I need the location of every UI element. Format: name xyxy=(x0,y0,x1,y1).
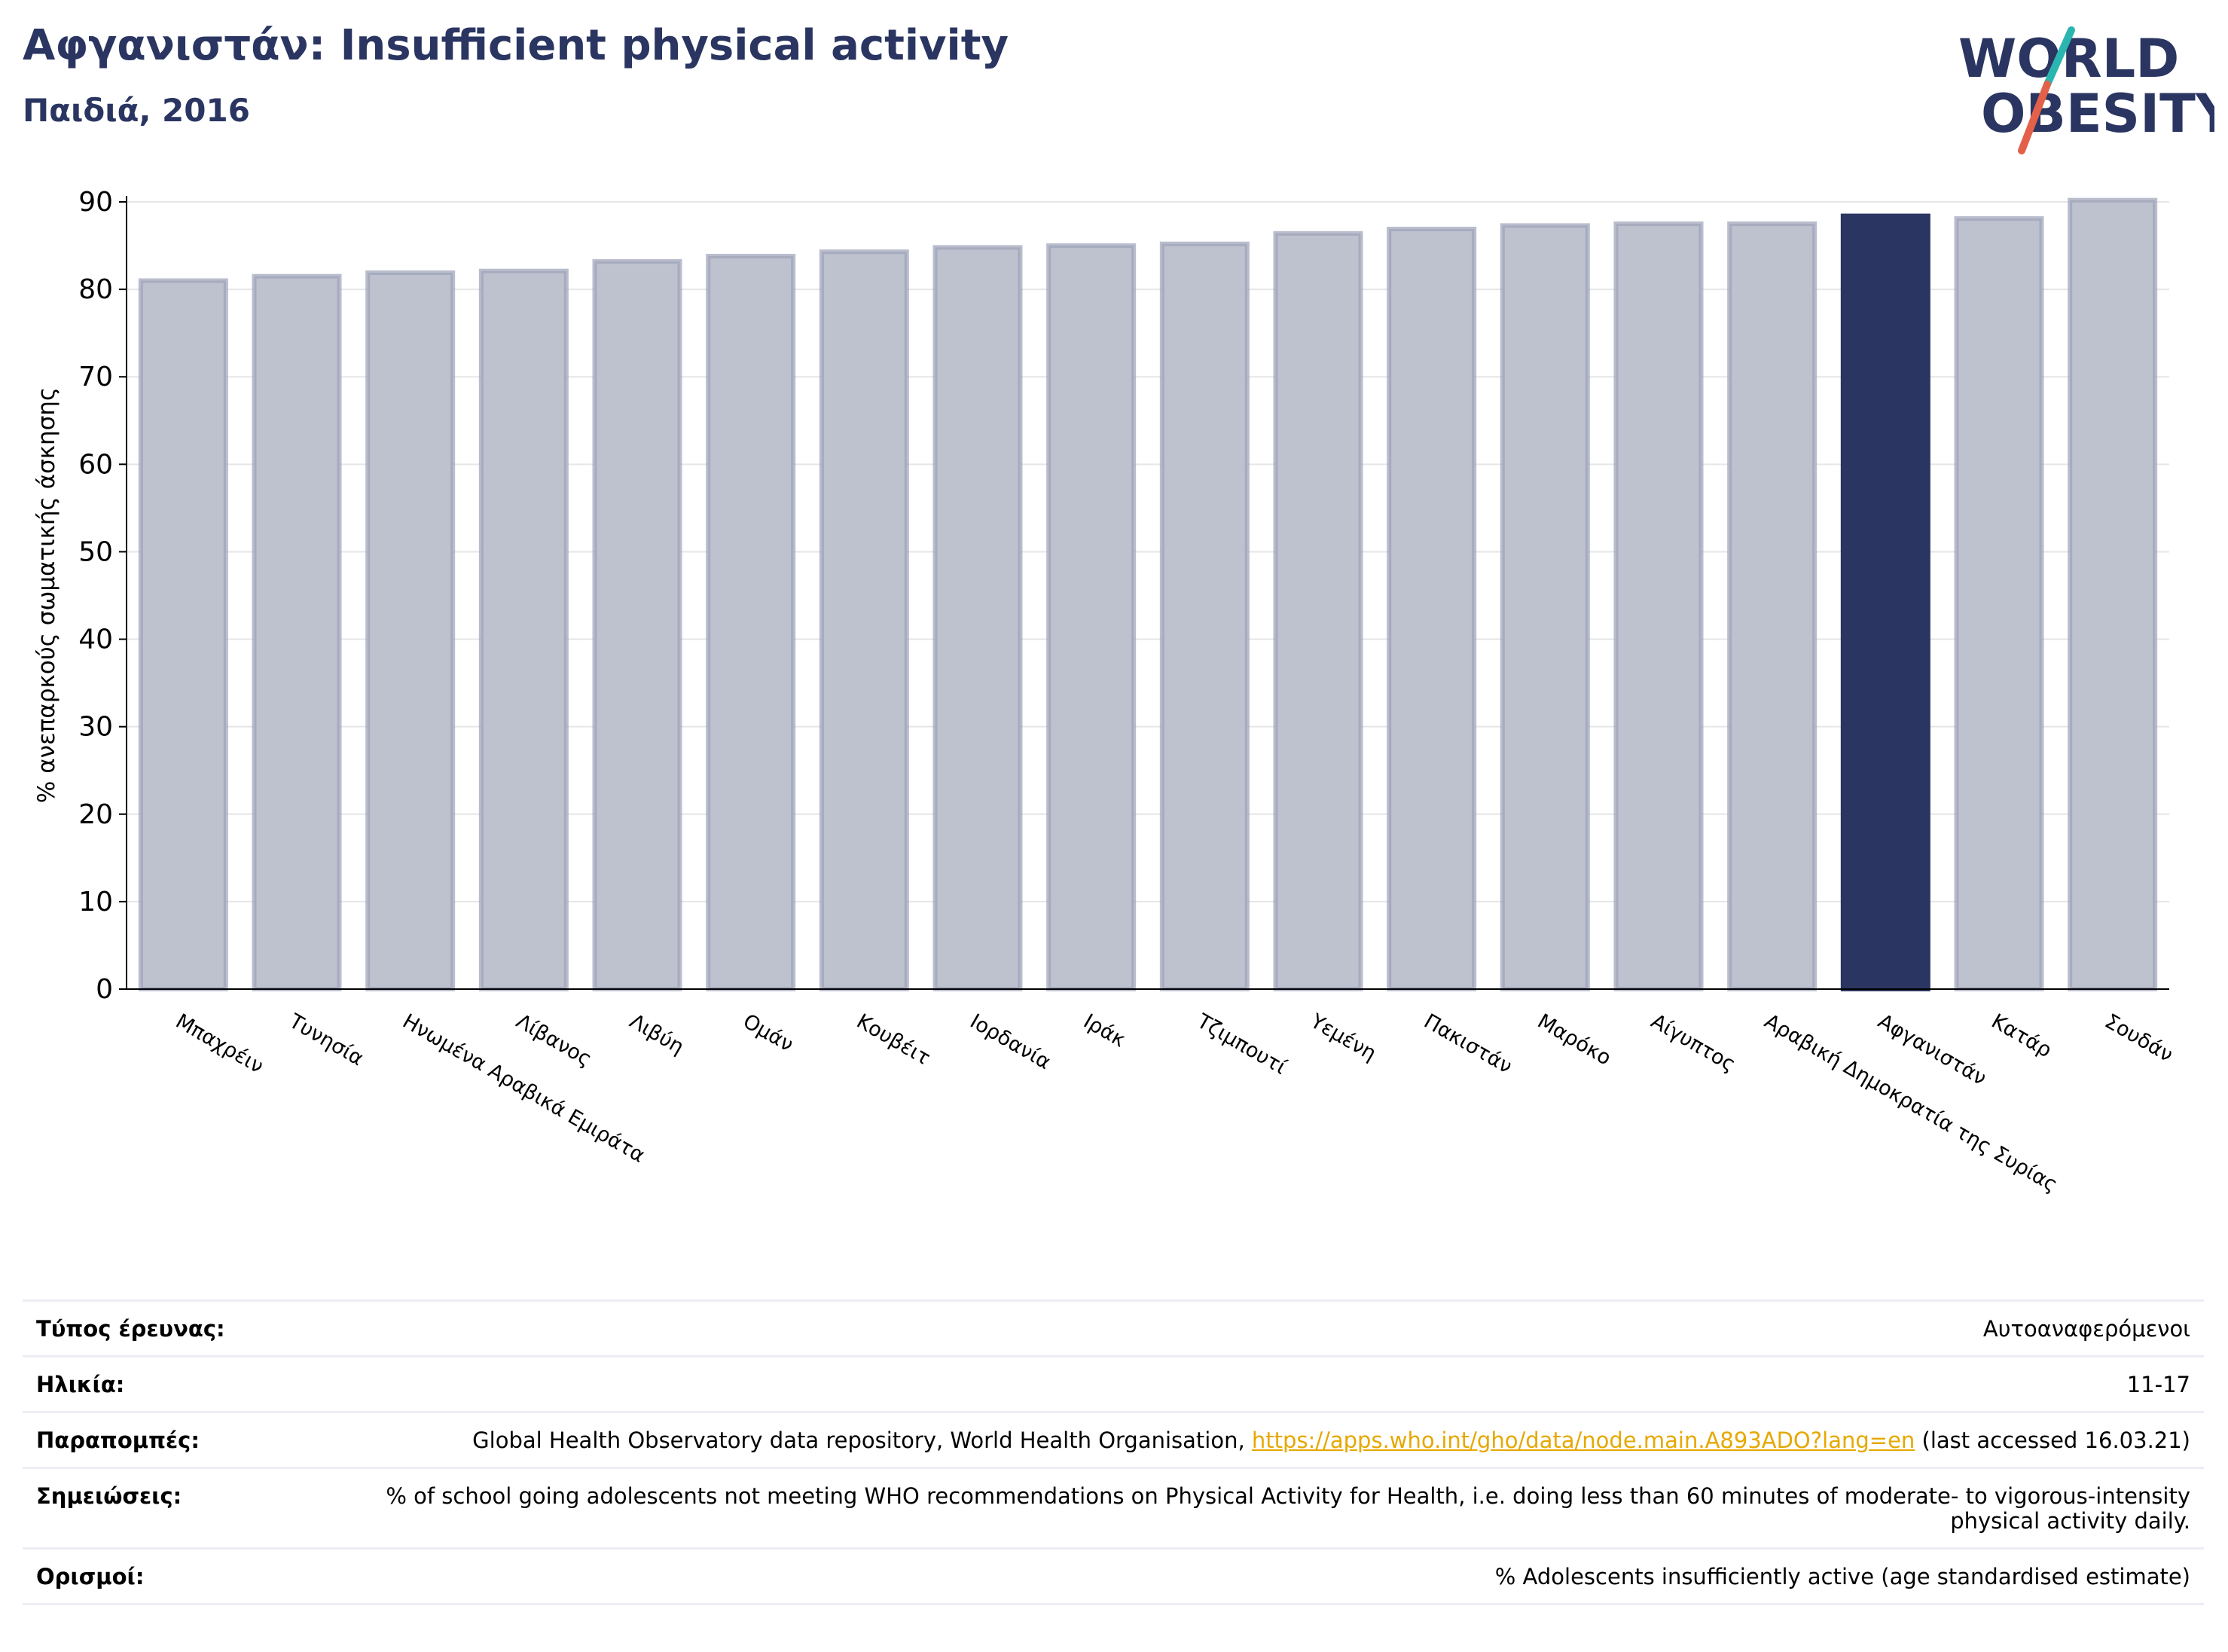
bars xyxy=(138,197,2158,992)
y-tick-label: 60 xyxy=(78,449,113,480)
x-tick-label: Πακιστάν xyxy=(1420,1009,1516,1079)
info-row-notes: Σημειώσεις: % of school going adolescent… xyxy=(23,1467,2204,1549)
info-label: Ηλικία: xyxy=(36,1372,125,1397)
bar-10 xyxy=(1159,241,1250,991)
y-tick-label: 20 xyxy=(78,799,113,830)
bar-12 xyxy=(1387,226,1477,991)
bar-15 xyxy=(1727,221,1817,991)
bar-8 xyxy=(932,245,1023,991)
y-tick-label: 80 xyxy=(78,274,113,305)
bar-11 xyxy=(1273,231,1363,991)
bar-17 xyxy=(1954,216,2044,991)
page-title: Αφγανιστάν: Insufficient physical activi… xyxy=(23,21,1009,70)
x-tick-label: Λίβανος xyxy=(512,1009,596,1071)
bar-7 xyxy=(819,249,909,991)
logo-text-obesity: OBESITY xyxy=(1981,83,2214,145)
bar-14 xyxy=(1613,221,1704,991)
x-tick-label: Ομάν xyxy=(739,1009,797,1057)
reference-text: Global Health Observatory data repositor… xyxy=(472,1428,1245,1453)
y-tick-label: 10 xyxy=(78,887,113,918)
y-tick-label: 30 xyxy=(78,712,113,743)
logo-slash-red xyxy=(2018,81,2051,154)
x-tick-label: Μπαχρέιν xyxy=(172,1009,267,1078)
reference-link[interactable]: https://apps.who.int/gho/data/node.main.… xyxy=(1251,1428,1915,1453)
x-tick-label: Τυνησία xyxy=(285,1009,368,1071)
info-value: % of school going adolescents not meetin… xyxy=(386,1483,2190,1534)
info-label: Παραπομπές: xyxy=(36,1428,200,1453)
x-tick-label: Ιράκ xyxy=(1079,1009,1130,1052)
x-tick-label: Τζιμπουτί xyxy=(1192,1009,1290,1079)
bar-13 xyxy=(1500,223,1590,992)
y-tick-label: 40 xyxy=(78,624,113,655)
info-label: Ορισμοί: xyxy=(36,1564,145,1589)
bar-2 xyxy=(252,273,342,991)
bar-9 xyxy=(1046,243,1137,991)
x-tick-label: Κατάρ xyxy=(1988,1009,2056,1062)
info-value: Global Health Observatory data repositor… xyxy=(336,1412,2204,1468)
info-row-definitions: Ορισμοί: % Adolescents insufficiently ac… xyxy=(23,1548,2204,1605)
x-tick-label: Κουβέιτ xyxy=(853,1009,934,1070)
info-value: 11-17 xyxy=(2126,1372,2190,1397)
bar-3 xyxy=(365,270,456,991)
logo-slash-teal xyxy=(2043,26,2075,88)
info-row-survey-type: Τύπος έρευνας: Αυτοαναφερόμενοι xyxy=(23,1300,2204,1357)
x-tick-label: Μαρόκο xyxy=(1534,1009,1615,1070)
y-tick-label: 0 xyxy=(96,974,113,1005)
info-table: Τύπος έρευνας: Αυτοαναφερόμενοι Ηλικία: … xyxy=(23,1299,2204,1605)
bar-16 xyxy=(1840,213,1930,992)
y-tick-label: 70 xyxy=(78,362,113,392)
x-tick-label: Λιβύη xyxy=(626,1009,688,1059)
y-axis-label: % ανεπαρκούς σωματικής άσκησης xyxy=(33,387,60,803)
info-row-age: Ηλικία: 11-17 xyxy=(23,1356,2204,1412)
x-tick-label: Σουδάν xyxy=(2101,1009,2177,1067)
y-tick-label: 50 xyxy=(78,536,113,567)
info-label: Σημειώσεις: xyxy=(36,1483,182,1509)
info-label: Τύπος έρευνας: xyxy=(36,1316,225,1342)
bar-18 xyxy=(2068,197,2158,992)
y-tick-label: 90 xyxy=(78,187,113,218)
info-value: Αυτοαναφερόμενοι xyxy=(1982,1316,2190,1342)
bar-4 xyxy=(478,268,569,991)
x-tick-label: Υεμένη xyxy=(1306,1009,1381,1066)
page-subtitle: Παιδιά, 2016 xyxy=(23,92,250,129)
x-tick-label: Αίγυπτος xyxy=(1647,1009,1740,1076)
bar-1 xyxy=(138,278,228,991)
info-value: % Adolescents insufficiently active (age… xyxy=(1494,1564,2190,1589)
info-row-references: Παραπομπές: Global Health Observatory da… xyxy=(23,1412,2204,1468)
x-tick-label: Ιορδανία xyxy=(966,1009,1055,1074)
bar-5 xyxy=(592,258,682,991)
reference-accessed: (last accessed 16.03.21) xyxy=(1921,1428,2190,1453)
bar-6 xyxy=(706,253,796,991)
world-obesity-logo: WORLD OBESITY xyxy=(1958,26,2214,154)
